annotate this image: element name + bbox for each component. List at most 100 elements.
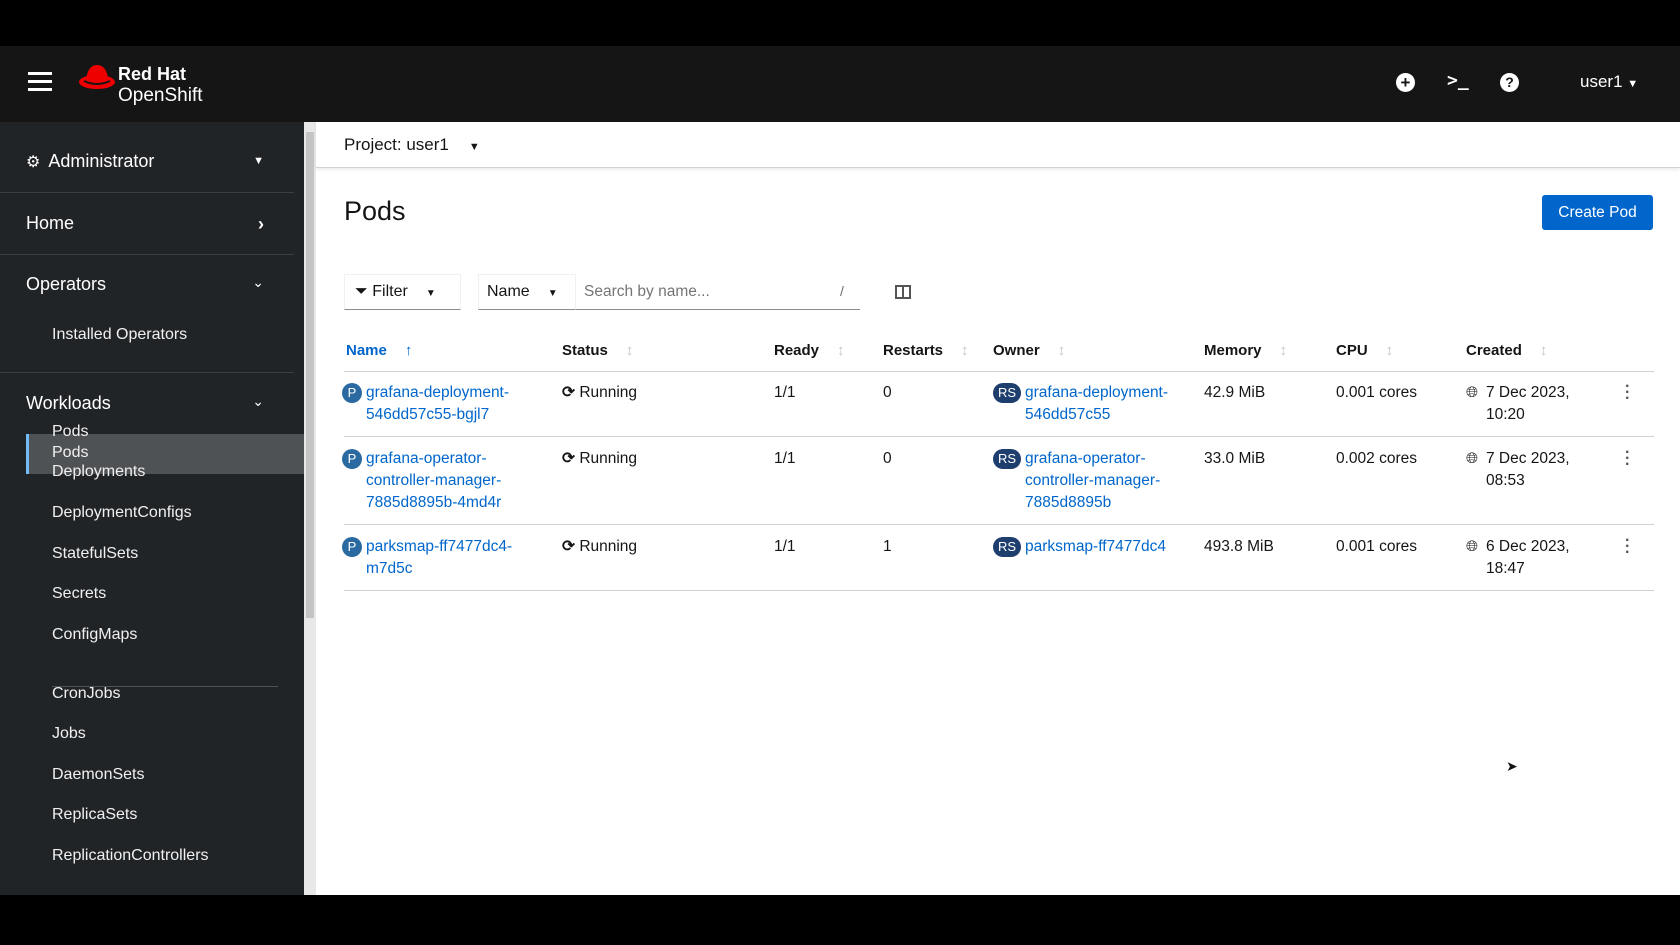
user-menu[interactable]: user1 ▼ [1580, 72, 1638, 92]
globe-icon: 🌐︎ [1466, 450, 1479, 467]
sidebar-item-workloads[interactable]: Workloads [26, 393, 111, 413]
project-bar: Project: user1 ▼ [316, 122, 1680, 168]
sidebar-item-cronjobs[interactable]: CronJobs [52, 685, 121, 702]
ready: 1/1 [774, 384, 796, 401]
column-header-created[interactable]: Created ↕ [1466, 342, 1547, 359]
caret-down-icon: ▼ [253, 155, 264, 167]
status: ⟳ Running [562, 448, 637, 470]
kebab-menu-icon[interactable]: · · · [1625, 532, 1631, 561]
created-line: 08:53 [1486, 472, 1525, 489]
memory: 42.9 MiB [1204, 384, 1266, 401]
help-icon[interactable]: ? [1500, 73, 1519, 92]
chevron-down-icon: ⌄ [252, 393, 264, 409]
hamburger-menu-icon[interactable] [28, 72, 52, 92]
scrollbar-thumb[interactable] [306, 132, 314, 618]
cpu: 0.001 cores [1336, 384, 1417, 401]
sidebar-item-home[interactable]: Home [26, 213, 75, 233]
user-name: user1 [1580, 72, 1623, 91]
active-item-highlight: Pods [26, 434, 304, 474]
sidebar-item-pods[interactable]: Pods [52, 423, 89, 440]
sort-icon[interactable]: ↕ [1279, 342, 1288, 359]
owner-line: grafana-deployment- [1025, 384, 1169, 401]
pod-name-link[interactable]: grafana-deployment- 546dd57c55-bgjl7 [366, 382, 509, 426]
filter-dropdown[interactable]: ⏷ Filter ▼ [344, 274, 461, 310]
globe-icon: 🌐︎ [1466, 384, 1479, 401]
column-header-ready[interactable]: Ready ↕ [774, 342, 845, 359]
created-line: 7 Dec 2023, [1486, 384, 1570, 401]
column-label: CPU [1336, 342, 1368, 359]
table-row: P parksmap-ff7477dc4- m7d5c ⟳ Running 1/1… [342, 526, 1654, 591]
sort-icon[interactable]: ↕ [961, 342, 969, 359]
pod-name-link[interactable]: parksmap-ff7477dc4- m7d5c [366, 536, 512, 580]
column-header-owner[interactable]: Owner ↕ [993, 342, 1065, 359]
name-line: 7885d8895b-4md4r [366, 494, 502, 511]
sidebar-item-installed-operators[interactable]: Installed Operators [52, 326, 188, 343]
sidebar-item-deploymentconfigs[interactable]: DeploymentConfigs [52, 504, 192, 521]
name-line: grafana-operator- [366, 450, 487, 467]
restarts: 0 [883, 450, 892, 467]
created-line: 6 Dec 2023, [1486, 538, 1570, 555]
created-line: 18:47 [1486, 560, 1525, 577]
create-pod-button[interactable]: Create Pod [1542, 195, 1653, 230]
cpu: 0.001 cores [1336, 538, 1417, 555]
pod-name-link[interactable]: grafana-operator-controller-manager- 7885… [366, 448, 501, 514]
sidebar-item-daemonsets[interactable]: DaemonSets [52, 766, 145, 783]
column-header-name[interactable]: Name ↑ [346, 342, 412, 359]
kebab-menu-icon[interactable]: · · · [1625, 444, 1631, 473]
status: ⟳ Running [562, 382, 637, 404]
sort-icon[interactable]: ↕ [1539, 342, 1548, 359]
created-line: 10:20 [1486, 406, 1525, 423]
sync-icon: ⟳ [562, 384, 575, 401]
sort-icon[interactable]: ↕ [837, 342, 845, 359]
name-select[interactable]: Name ▼ [478, 274, 576, 310]
sidebar-item-statefulsets[interactable]: StatefulSets [52, 545, 139, 562]
column-label: Restarts [883, 342, 944, 359]
globe-icon: 🌐︎ [1466, 538, 1479, 555]
caret-down-icon: ▼ [1627, 78, 1639, 90]
column-header-memory[interactable]: Memory ↕ [1204, 342, 1287, 359]
cpu: 0.002 cores [1336, 450, 1417, 467]
filter-label: Filter [372, 283, 408, 300]
owner-link[interactable]: grafana-operator-controller-manager- 7885… [1025, 448, 1160, 514]
sidebar-item-secrets[interactable]: Secrets [52, 585, 107, 602]
status: ⟳ Running [562, 536, 637, 558]
sort-icon[interactable]: ↕ [625, 342, 634, 359]
plus-circle-icon[interactable]: + [1396, 73, 1415, 92]
cogs-icon: ⚙ [26, 154, 41, 171]
column-label: Created [1466, 342, 1522, 359]
ready: 1/1 [774, 538, 796, 555]
search-input[interactable] [576, 274, 860, 310]
sort-icon[interactable]: ↕ [1057, 342, 1066, 359]
sort-ascending-icon[interactable]: ↑ [404, 342, 413, 359]
column-header-cpu[interactable]: CPU ↕ [1336, 342, 1393, 359]
replicaset-badge-icon: RS [993, 449, 1021, 469]
created: 6 Dec 2023, 18:47 [1486, 536, 1570, 580]
project-label: Project: user1 [344, 135, 449, 154]
sidebar-item-deployments[interactable]: Deployments [52, 463, 146, 480]
sidebar-item-configmaps[interactable]: ConfigMaps [52, 626, 138, 643]
name-line: 546dd57c55-bgjl7 [366, 406, 490, 423]
manage-columns-icon[interactable] [895, 285, 911, 299]
memory: 493.8 MiB [1204, 538, 1274, 555]
brand-line2: OpenShift [118, 85, 203, 106]
project-selector[interactable]: Project: user1 ▼ [344, 135, 480, 155]
sidebar-item-jobs[interactable]: Jobs [52, 725, 86, 742]
created-line: 7 Dec 2023, [1486, 450, 1570, 467]
sidebar-item-replicasets[interactable]: ReplicaSets [52, 806, 138, 823]
terminal-icon[interactable]: >_ [1447, 70, 1469, 91]
perspective-switcher[interactable]: ⚙ Administrator [26, 151, 154, 172]
kebab-menu-icon[interactable]: · · · [1625, 378, 1631, 407]
name-line: grafana-deployment- [366, 384, 510, 401]
status-text: Running [579, 384, 638, 401]
owner-link[interactable]: grafana-deployment- 546dd57c55 [1025, 382, 1168, 426]
sort-icon[interactable]: ↕ [1385, 342, 1394, 359]
sidebar-item-operators[interactable]: Operators [26, 274, 107, 294]
column-label: Status [562, 342, 608, 359]
column-header-status[interactable]: Status ↕ [562, 342, 633, 359]
status-text: Running [579, 450, 638, 467]
sidebar-item-replicationcontrollers[interactable]: ReplicationControllers [52, 847, 209, 864]
created: 7 Dec 2023, 10:20 [1486, 382, 1570, 426]
owner-link[interactable]: parksmap-ff7477dc4 [1025, 536, 1166, 558]
name-select-label: Name [487, 283, 530, 300]
column-header-restarts[interactable]: Restarts ↕ [883, 342, 969, 359]
